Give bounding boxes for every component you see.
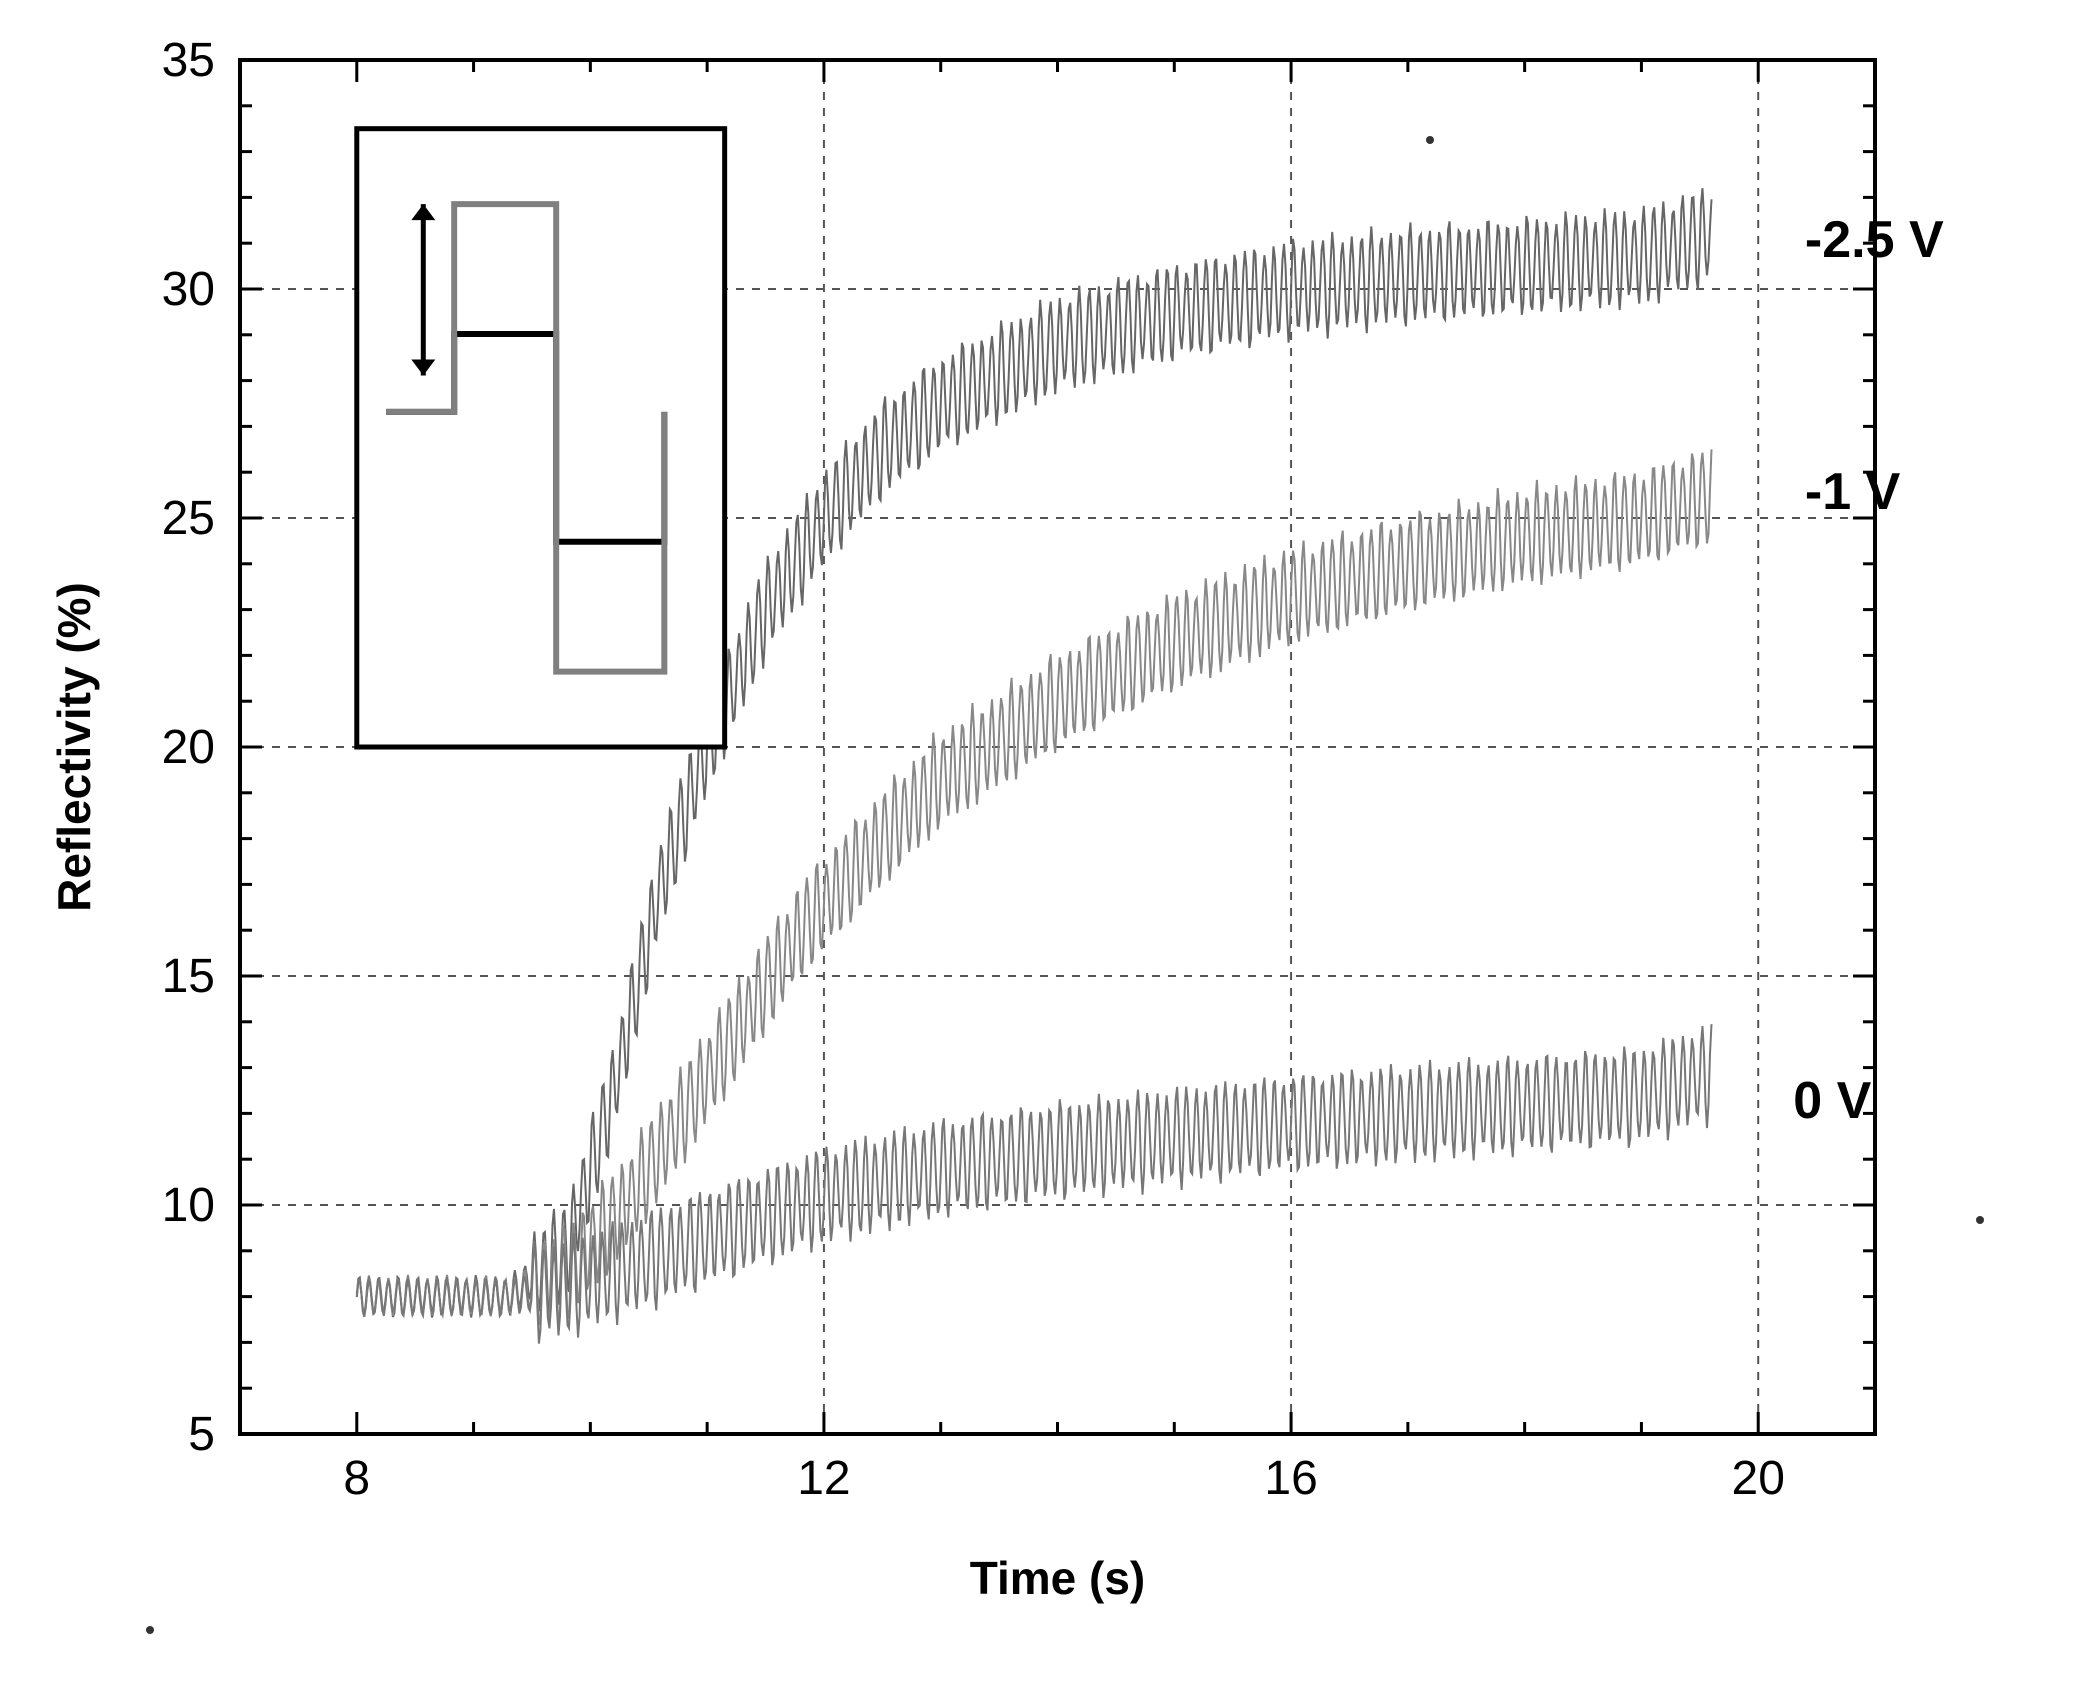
y-tick-label: 25 (162, 492, 215, 545)
y-tick-label: 35 (162, 34, 215, 87)
series-label: -1 V (1805, 463, 1901, 521)
stray-dot (146, 1626, 154, 1634)
y-axis-label: Reflectivity (%) (48, 582, 100, 912)
stray-dot (1976, 1216, 1984, 1224)
y-tick-label: 5 (188, 1408, 215, 1461)
x-tick-label: 20 (1732, 1452, 1785, 1505)
chart-wrapper: -2.5 V-1 V0 V81216205101520253035Time (s… (0, 0, 2085, 1684)
y-tick-label: 30 (162, 263, 215, 316)
y-tick-label: 20 (162, 721, 215, 774)
x-tick-label: 8 (343, 1452, 370, 1505)
x-axis-label: Time (s) (970, 1552, 1146, 1604)
x-tick-label: 12 (797, 1452, 850, 1505)
stray-dot (1426, 136, 1434, 144)
x-tick-label: 16 (1264, 1452, 1317, 1505)
inset-box (357, 129, 725, 747)
y-tick-label: 15 (162, 950, 215, 1003)
y-tick-label: 10 (162, 1179, 215, 1232)
reflectivity-chart: -2.5 V-1 V0 V81216205101520253035Time (s… (0, 0, 2085, 1684)
series-label: 0 V (1793, 1072, 1871, 1130)
